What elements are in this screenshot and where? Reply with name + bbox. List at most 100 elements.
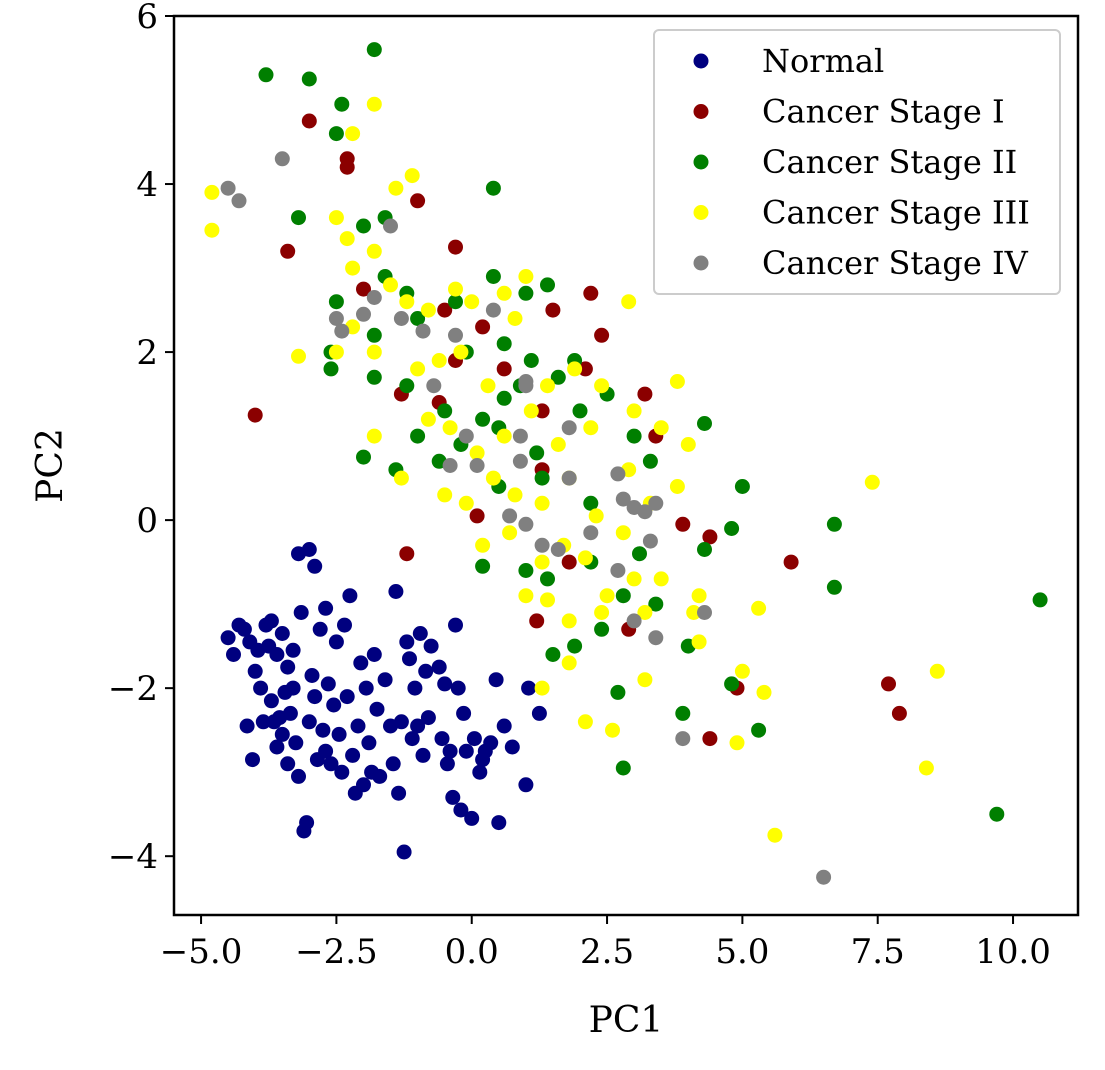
point-cancer-stage-iv-35 bbox=[626, 613, 642, 629]
point-normal-25 bbox=[285, 642, 301, 658]
point-cancer-stage-iii-50 bbox=[588, 508, 604, 524]
point-cancer-stage-ii-53 bbox=[826, 516, 842, 532]
legend-marker bbox=[693, 53, 709, 69]
legend-label: Cancer Stage III bbox=[762, 194, 1030, 232]
point-cancer-stage-ii-12 bbox=[448, 294, 463, 310]
point-normal-40 bbox=[315, 722, 331, 738]
point-cancer-stage-iv-14 bbox=[561, 420, 577, 436]
point-cancer-stage-i-27 bbox=[702, 529, 718, 545]
point-cancer-stage-iv-31 bbox=[642, 533, 658, 549]
point-cancer-stage-ii-64 bbox=[751, 722, 767, 738]
point-cancer-stage-iv-18 bbox=[469, 458, 485, 473]
y-tick-label: 0 bbox=[136, 501, 158, 541]
point-cancer-stage-ii-45 bbox=[475, 558, 491, 574]
y-axis-label: PC2 bbox=[30, 428, 71, 503]
point-cancer-stage-iii-14 bbox=[464, 294, 480, 310]
point-cancer-stage-iii-73 bbox=[577, 714, 593, 730]
point-cancer-stage-i-32 bbox=[702, 731, 718, 747]
point-cancer-stage-iii-58 bbox=[534, 554, 550, 570]
point-normal-1 bbox=[226, 647, 241, 662]
point-cancer-stage-iv-29 bbox=[550, 542, 566, 557]
point-cancer-stage-iii-2 bbox=[345, 126, 361, 142]
point-cancer-stage-iii-11 bbox=[399, 294, 415, 310]
point-cancer-stage-ii-68 bbox=[496, 390, 512, 406]
point-normal-60 bbox=[366, 647, 382, 662]
point-cancer-stage-ii-50 bbox=[697, 542, 712, 557]
point-cancer-stage-ii-35 bbox=[529, 445, 545, 461]
point-cancer-stage-iv-34 bbox=[648, 630, 664, 646]
legend-label: Normal bbox=[762, 42, 884, 80]
point-cancer-stage-iii-70 bbox=[751, 600, 767, 616]
legend-marker bbox=[693, 154, 709, 170]
point-cancer-stage-iv-9 bbox=[415, 323, 431, 339]
point-cancer-stage-ii-47 bbox=[540, 571, 555, 587]
point-normal-22 bbox=[280, 659, 296, 675]
point-cancer-stage-ii-67 bbox=[989, 806, 1005, 822]
point-normal-43 bbox=[320, 676, 336, 692]
point-cancer-stage-iii-76 bbox=[686, 605, 702, 620]
point-cancer-stage-ii-56 bbox=[545, 647, 561, 662]
point-normal-71 bbox=[402, 651, 417, 667]
point-cancer-stage-iii-44 bbox=[437, 487, 453, 503]
point-cancer-stage-iii-54 bbox=[864, 474, 880, 490]
point-cancer-stage-i-22 bbox=[469, 508, 485, 524]
point-normal-0 bbox=[220, 630, 236, 646]
point-cancer-stage-i-23 bbox=[529, 613, 545, 629]
y-tick-label: −4 bbox=[108, 837, 158, 877]
point-normal-103 bbox=[531, 705, 547, 721]
point-normal-74 bbox=[410, 718, 426, 734]
legend-label: Cancer Stage I bbox=[762, 93, 1005, 131]
point-cancer-stage-ii-14 bbox=[518, 285, 534, 301]
point-normal-73 bbox=[407, 680, 423, 696]
point-cancer-stage-ii-23 bbox=[323, 361, 339, 377]
point-cancer-stage-iii-45 bbox=[458, 495, 474, 511]
point-cancer-stage-i-2 bbox=[339, 159, 355, 175]
point-normal-17 bbox=[269, 647, 285, 662]
point-cancer-stage-ii-29 bbox=[550, 369, 566, 385]
point-normal-90 bbox=[458, 743, 474, 759]
point-normal-14 bbox=[263, 693, 279, 709]
point-cancer-stage-iii-17 bbox=[621, 294, 637, 310]
point-normal-96 bbox=[483, 735, 499, 751]
points-layer bbox=[204, 42, 1048, 885]
point-normal-26 bbox=[285, 680, 301, 696]
point-cancer-stage-ii-51 bbox=[724, 521, 740, 536]
point-normal-98 bbox=[491, 815, 507, 831]
point-cancer-stage-iii-71 bbox=[534, 680, 550, 696]
point-cancer-stage-ii-9 bbox=[328, 294, 344, 310]
point-normal-51 bbox=[342, 588, 358, 604]
x-axis-label: PC1 bbox=[589, 1000, 664, 1041]
point-normal-27 bbox=[288, 735, 304, 751]
point-cancer-stage-iii-34 bbox=[442, 420, 458, 436]
point-cancer-stage-ii-27 bbox=[475, 411, 491, 427]
point-normal-70 bbox=[399, 634, 415, 650]
point-cancer-stage-iii-31 bbox=[669, 374, 685, 389]
point-cancer-stage-ii-54 bbox=[826, 579, 842, 595]
point-cancer-stage-iii-4 bbox=[388, 180, 404, 196]
point-cancer-stage-iv-20 bbox=[561, 470, 577, 486]
point-normal-63 bbox=[377, 672, 393, 688]
point-cancer-stage-iv-30 bbox=[583, 525, 599, 541]
point-cancer-stage-iii-66 bbox=[561, 613, 577, 629]
point-normal-61 bbox=[369, 701, 385, 717]
point-normal-85 bbox=[445, 789, 461, 805]
point-cancer-stage-iii-69 bbox=[691, 634, 707, 650]
point-cancer-stage-iv-7 bbox=[334, 323, 350, 339]
point-normal-37 bbox=[307, 689, 323, 705]
point-cancer-stage-iv-24 bbox=[637, 504, 653, 520]
point-normal-45 bbox=[326, 697, 342, 713]
point-normal-58 bbox=[361, 735, 377, 751]
point-normal-102 bbox=[521, 680, 537, 696]
point-cancer-stage-i-31 bbox=[891, 705, 907, 721]
point-normal-72 bbox=[404, 731, 420, 747]
point-cancer-stage-iii-23 bbox=[431, 353, 447, 368]
point-cancer-stage-iii-62 bbox=[626, 571, 642, 587]
legend-label: Cancer Stage II bbox=[762, 143, 1017, 181]
point-cancer-stage-ii-20 bbox=[496, 336, 512, 352]
point-normal-34 bbox=[301, 542, 317, 557]
point-cancer-stage-i-8 bbox=[475, 319, 491, 335]
point-normal-54 bbox=[350, 718, 366, 734]
point-cancer-stage-iii-53 bbox=[669, 479, 685, 494]
point-cancer-stage-i-30 bbox=[881, 676, 896, 692]
